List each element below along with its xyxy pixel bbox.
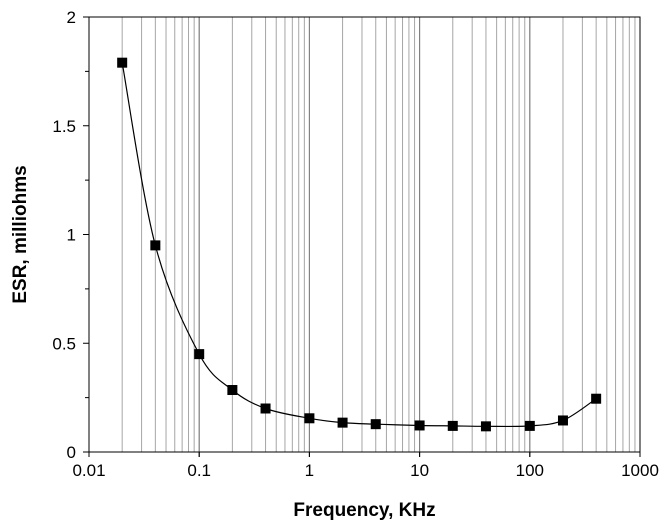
data-point-marker (370, 419, 381, 430)
plot-area-frame (88, 16, 641, 453)
gridlines (88, 17, 641, 452)
data-point-marker (414, 420, 425, 431)
data-point-marker (557, 415, 568, 426)
y-tick-label: 1.5 (52, 117, 76, 136)
data-point-marker (447, 420, 458, 431)
data-point-marker (150, 240, 161, 251)
y-tick-label: 0 (67, 443, 76, 462)
y-axis-title: ESR, milliohms (10, 165, 31, 303)
y-tick-label: 2 (67, 8, 76, 27)
data-markers (117, 57, 602, 432)
y-tick-label: 1 (67, 226, 76, 245)
y-tick-labels: 0 0.5 1 1.5 2 (52, 8, 76, 462)
x-tick-labels: 0.01 0.1 1 10 100 1000 (72, 461, 658, 480)
x-tick-label: 0.01 (72, 461, 105, 480)
data-point-marker (194, 349, 205, 360)
data-point-marker (591, 393, 602, 404)
data-point-marker (117, 57, 128, 68)
y-tick-label: 0.5 (52, 334, 76, 353)
data-point-marker (337, 417, 348, 428)
x-tick-label: 1000 (621, 461, 659, 480)
data-point-marker (524, 420, 535, 431)
data-point-marker (260, 403, 271, 414)
data-point-marker (480, 421, 491, 432)
x-tick-label: 1 (305, 461, 314, 480)
data-point-marker (227, 385, 238, 396)
x-tick-label: 0.1 (187, 461, 211, 480)
x-axis-title: Frequency, KHz (293, 500, 435, 521)
x-tick-label: 100 (516, 461, 544, 480)
x-tick-label: 10 (410, 461, 429, 480)
axis-ticks (83, 16, 641, 457)
data-point-marker (304, 413, 315, 424)
